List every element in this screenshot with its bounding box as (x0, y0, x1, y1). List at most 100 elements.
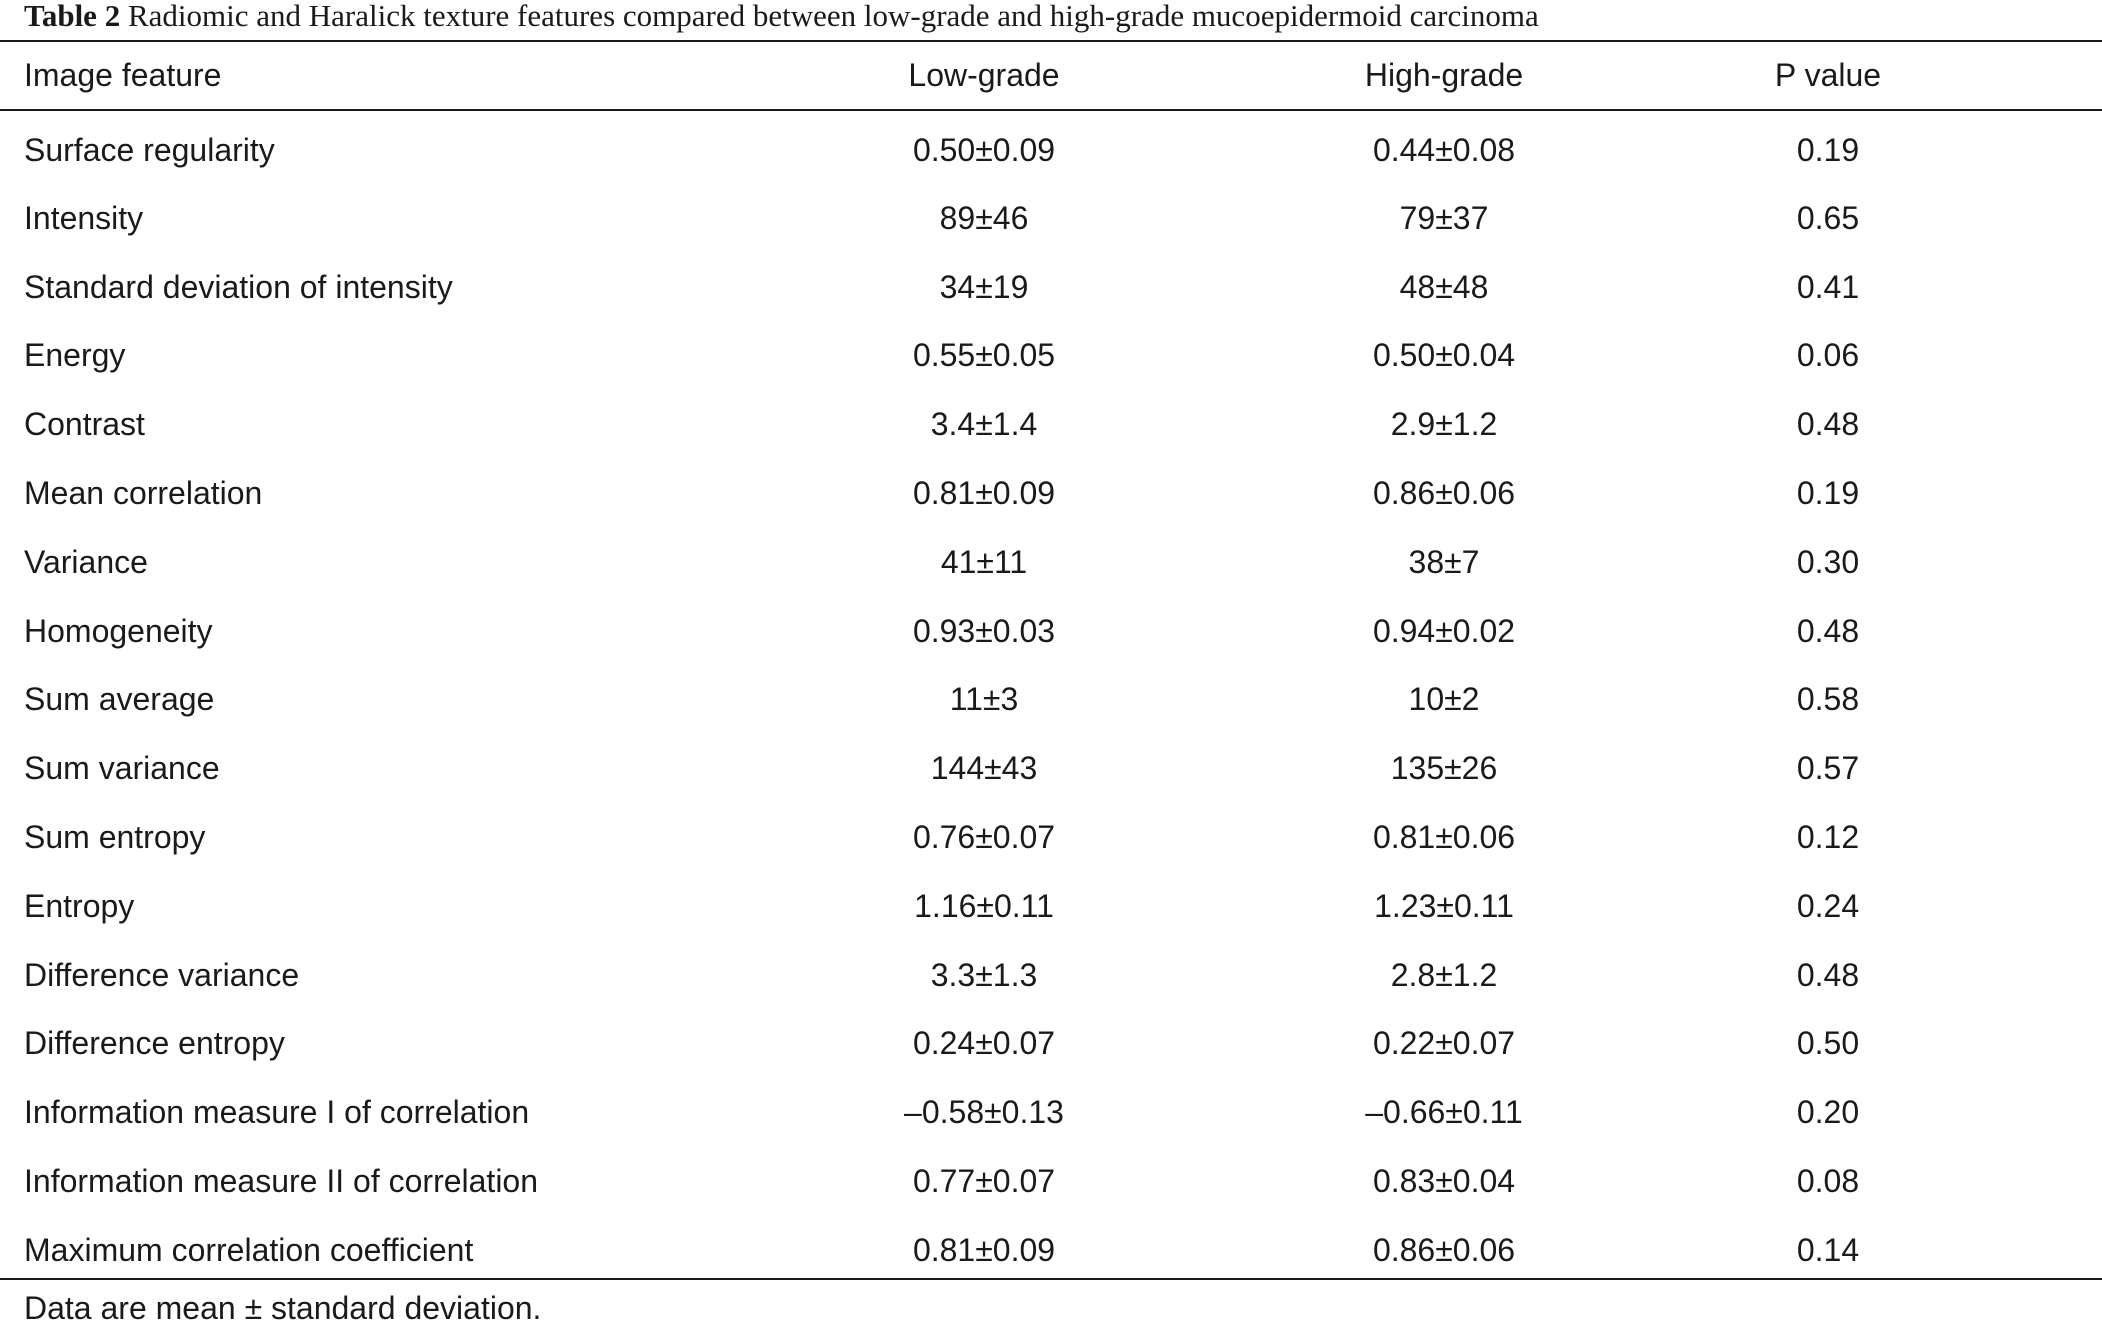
high-grade-cell: 79±37 (1399, 199, 1489, 236)
high-grade-cell: 0.81±0.06 (1372, 819, 1516, 856)
table-row: Sum variance 144±43 135±26 0.57 (0, 734, 2102, 803)
feature-cell: Difference variance (24, 956, 300, 993)
low-grade-cell: 0.76±0.07 (912, 819, 1056, 856)
table-row: Sum entropy 0.76±0.07 0.81±0.06 0.12 (0, 803, 2102, 872)
high-grade-cell: 48±48 (1399, 268, 1489, 305)
high-grade-cell: –0.66±0.11 (1365, 1094, 1523, 1131)
table-row: Sum average 11±3 10±2 0.58 (0, 666, 2102, 735)
high-grade-cell: 38±7 (1408, 543, 1480, 580)
low-grade-cell: 0.55±0.05 (912, 337, 1056, 374)
table-row: Intensity 89±46 79±37 0.65 (0, 184, 2102, 253)
p-value-cell: 0.24 (1796, 887, 1860, 924)
feature-cell: Contrast (24, 406, 145, 443)
low-grade-cell: 1.16±0.11 (914, 887, 1054, 924)
high-grade-cell: 2.8±1.2 (1390, 956, 1498, 993)
p-value-cell: 0.06 (1796, 337, 1860, 374)
p-value-cell: 0.08 (1796, 1163, 1860, 1200)
table-header: Image feature Low-grade High-grade P val… (0, 42, 2102, 109)
feature-cell: Homogeneity (24, 612, 213, 649)
p-value-cell: 0.48 (1796, 956, 1860, 993)
header-row: Image feature Low-grade High-grade P val… (0, 42, 2102, 109)
high-grade-cell: 135±26 (1390, 750, 1498, 787)
table-row: Information measure I of correlation –0.5… (0, 1078, 2102, 1147)
table-row: Information measure II of correlation 0.7… (0, 1147, 2102, 1216)
table-caption: Table 2 Radiomic and Haralick texture fe… (24, 0, 1539, 36)
feature-cell: Information measure II of correlation (24, 1163, 539, 1200)
low-grade-cell: 89±46 (939, 199, 1029, 236)
high-grade-cell: 0.86±0.06 (1372, 475, 1516, 512)
feature-cell: Intensity (24, 199, 144, 236)
high-grade-cell: 0.50±0.04 (1372, 337, 1516, 374)
feature-cell: Standard deviation of intensity (24, 268, 453, 305)
feature-cell: Energy (24, 337, 126, 374)
table-row: Standard deviation of intensity 34±19 48±4… (0, 253, 2102, 322)
p-value-cell: 0.48 (1796, 406, 1860, 443)
p-value-cell: 0.19 (1796, 475, 1860, 512)
table-footnote: Data are mean ± standard deviation. (24, 1290, 542, 1326)
low-grade-cell: 0.81±0.09 (912, 475, 1056, 512)
low-grade-cell: 0.24±0.07 (912, 1025, 1056, 1062)
low-grade-cell: 0.81±0.09 (912, 1231, 1056, 1268)
low-grade-cell: 41±11 (940, 543, 1028, 580)
table-body: Surface regularity 0.50±0.09 0.44±0.08 0.19… (0, 109, 2102, 1285)
high-grade-cell: 0.22±0.07 (1372, 1025, 1516, 1062)
feature-cell: Entropy (24, 887, 135, 924)
table-row: Energy 0.55±0.05 0.50±0.04 0.06 (0, 322, 2102, 391)
feature-cell: Difference entropy (24, 1025, 285, 1062)
high-grade-cell: 0.94±0.02 (1372, 612, 1516, 649)
high-grade-cell: 1.23±0.11 (1374, 887, 1514, 924)
table-row: Surface regularity 0.50±0.09 0.44±0.08 0.19 (0, 109, 2102, 184)
p-value-cell: 0.12 (1796, 819, 1860, 856)
table-row: Homogeneity 0.93±0.03 0.94±0.02 0.48 (0, 597, 2102, 666)
low-grade-cell: –0.58±0.13 (904, 1094, 1064, 1131)
low-grade-cell: 3.3±1.3 (930, 956, 1038, 993)
p-value-cell: 0.50 (1796, 1025, 1860, 1062)
high-grade-cell: 2.9±1.2 (1390, 406, 1498, 443)
table-caption-text: Radiomic and Haralick texture features c… (127, 0, 1539, 33)
header-rule (0, 109, 2102, 111)
feature-cell: Variance (24, 543, 148, 580)
table-row: Entropy 1.16±0.11 1.23±0.11 0.24 (0, 872, 2102, 941)
p-value-cell: 0.30 (1796, 543, 1860, 580)
table-row: Difference entropy 0.24±0.07 0.22±0.07 0.50 (0, 1010, 2102, 1079)
low-grade-cell: 0.77±0.07 (912, 1163, 1056, 1200)
table-caption-label: Table 2 (24, 0, 121, 33)
p-value-cell: 0.19 (1796, 132, 1860, 168)
feature-cell: Sum average (24, 681, 215, 718)
feature-cell: Sum entropy (24, 819, 206, 856)
high-grade-cell: 10±2 (1408, 681, 1480, 718)
p-value-cell: 0.20 (1796, 1094, 1860, 1131)
column-header-feature: Image feature (24, 57, 222, 93)
bottom-rule (0, 1278, 2102, 1280)
high-grade-cell: 0.83±0.04 (1372, 1163, 1516, 1200)
table-row: Difference variance 3.3±1.3 2.8±1.2 0.48 (0, 941, 2102, 1010)
column-header-low-grade: Low-grade (908, 57, 1060, 93)
table-row: Maximum correlation coefficient 0.81±0.09… (0, 1216, 2102, 1285)
low-grade-cell: 3.4±1.4 (930, 406, 1038, 443)
feature-cell: Mean correlation (24, 475, 263, 512)
low-grade-cell: 11±3 (949, 681, 1019, 718)
low-grade-cell: 0.93±0.03 (912, 612, 1056, 649)
low-grade-cell: 0.50±0.09 (912, 132, 1056, 168)
feature-cell: Sum variance (24, 750, 220, 787)
table-row: Variance 41±11 38±7 0.30 (0, 528, 2102, 597)
top-rule (0, 40, 2102, 42)
feature-cell: Maximum correlation coefficient (24, 1231, 474, 1268)
data-table: Image feature Low-grade High-grade P val… (0, 42, 2102, 1285)
p-value-cell: 0.48 (1796, 612, 1860, 649)
p-value-cell: 0.58 (1796, 681, 1860, 718)
p-value-cell: 0.57 (1796, 750, 1860, 787)
table-row: Contrast 3.4±1.4 2.9±1.2 0.48 (0, 390, 2102, 459)
p-value-cell: 0.14 (1796, 1231, 1860, 1268)
high-grade-cell: 0.86±0.06 (1372, 1231, 1516, 1268)
table-row: Mean correlation 0.81±0.09 0.86±0.06 0.19 (0, 459, 2102, 528)
high-grade-cell: 0.44±0.08 (1372, 132, 1516, 168)
p-value-cell: 0.41 (1796, 268, 1860, 305)
feature-cell: Information measure I of correlation (24, 1094, 530, 1131)
p-value-cell: 0.65 (1796, 199, 1860, 236)
low-grade-cell: 144±43 (930, 750, 1038, 787)
column-header-p-value: P value (1774, 57, 1882, 93)
feature-cell: Surface regularity (24, 132, 275, 168)
low-grade-cell: 34±19 (939, 268, 1029, 305)
